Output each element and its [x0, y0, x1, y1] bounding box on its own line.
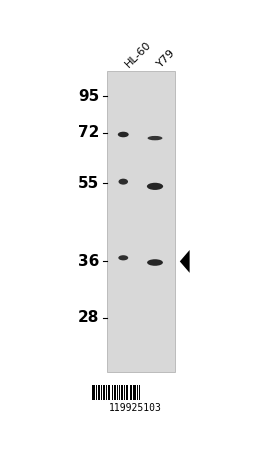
- Polygon shape: [180, 250, 190, 273]
- Bar: [126, 385, 128, 400]
- Text: 119925103: 119925103: [109, 403, 162, 413]
- Bar: [103, 385, 105, 400]
- Bar: [98, 385, 100, 400]
- Ellipse shape: [118, 255, 128, 260]
- Bar: [92, 385, 93, 400]
- Bar: [124, 385, 125, 400]
- Bar: [129, 385, 130, 400]
- Bar: [137, 385, 138, 400]
- Text: 55: 55: [78, 176, 99, 191]
- Bar: [101, 385, 102, 400]
- Text: 95: 95: [78, 89, 99, 104]
- Bar: [96, 385, 97, 400]
- Bar: [106, 385, 107, 400]
- Bar: [133, 385, 134, 400]
- Text: Y79: Y79: [155, 47, 177, 69]
- Ellipse shape: [147, 259, 163, 266]
- Bar: [114, 385, 116, 400]
- Text: 28: 28: [78, 310, 99, 325]
- Bar: [134, 385, 136, 400]
- Text: 72: 72: [78, 125, 99, 140]
- Ellipse shape: [118, 132, 129, 137]
- Bar: [130, 385, 132, 400]
- Bar: [108, 385, 110, 400]
- Bar: [139, 385, 140, 400]
- Bar: [112, 385, 113, 400]
- Ellipse shape: [119, 179, 128, 185]
- Text: 36: 36: [78, 254, 99, 269]
- Bar: [119, 385, 120, 400]
- Bar: [117, 385, 118, 400]
- Text: HL-60: HL-60: [123, 39, 153, 69]
- Ellipse shape: [147, 136, 163, 140]
- Bar: [108, 71, 175, 372]
- Ellipse shape: [147, 183, 163, 190]
- Bar: [94, 385, 95, 400]
- Bar: [121, 385, 123, 400]
